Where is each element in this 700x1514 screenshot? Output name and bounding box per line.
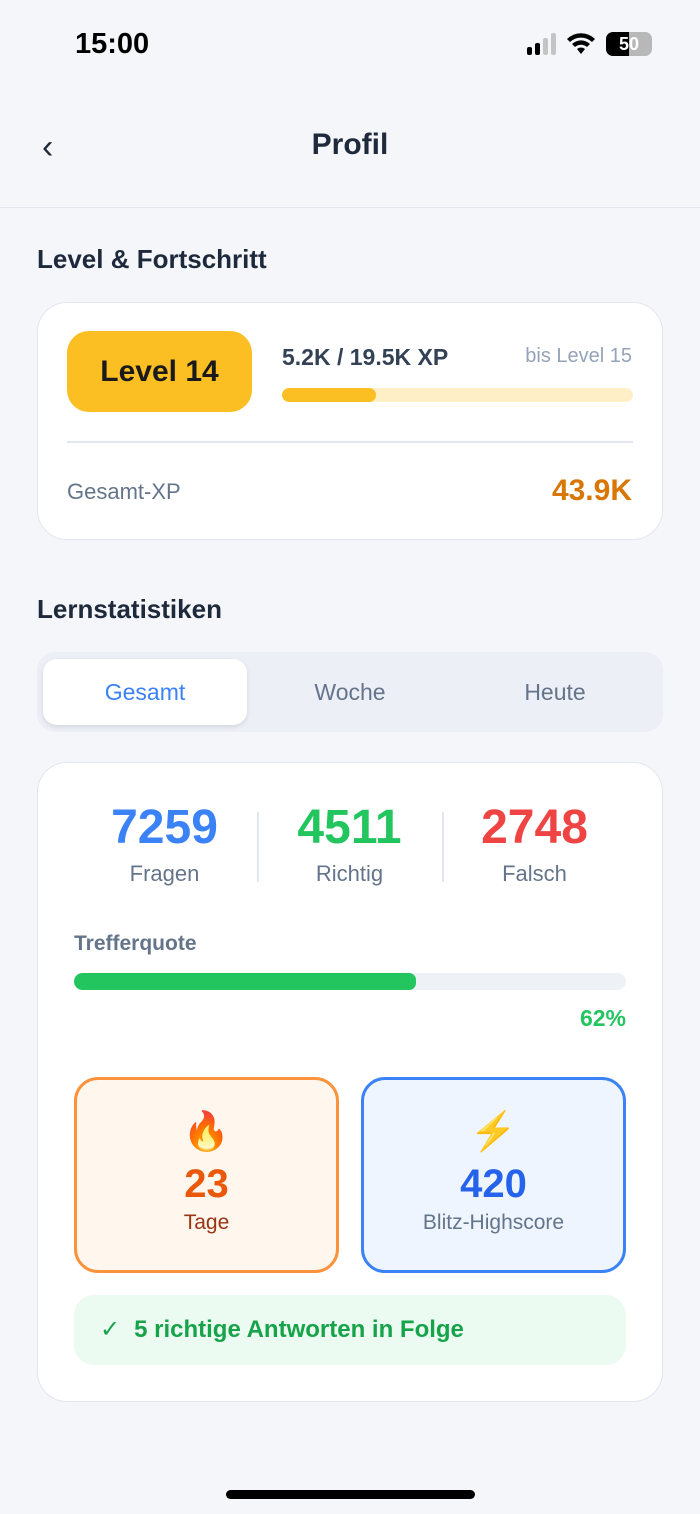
stat-questions: 7259 Fragen [72,800,257,887]
stat-value: 4511 [297,801,402,854]
stat-label: Richtig [315,861,384,886]
stat-wrong: 2748 Falsch [442,800,627,887]
stat-label: Fragen [129,861,200,886]
battery-icon: 50 [606,32,652,56]
streak-days-tile: 🔥 23 Tage [74,1077,339,1273]
blitz-highscore-value: 420 [460,1162,527,1206]
divider [67,441,633,443]
tab-gesamt[interactable]: Gesamt [43,659,247,725]
tab-heute[interactable]: Heute [524,679,586,705]
total-xp-value: 43.9K [551,474,632,507]
divider [257,812,259,882]
answer-streak-banner: ✓ 5 richtige Antworten in Folge [74,1295,626,1365]
status-icons: 50 [527,32,652,56]
nav-bar [0,90,700,208]
stat-value: 7259 [111,801,218,854]
hit-rate-fill [74,973,417,990]
section-stats-title: Lernstatistiken [37,594,222,624]
streak-days-value: 23 [184,1162,229,1206]
cellular-signal-icon [527,33,556,55]
xp-progress-text: 5.2K / 19.5K XP [282,344,449,370]
stat-correct: 4511 Richtig [257,800,442,887]
blitz-highscore-tile: ⚡ 420 Blitz-Highscore [361,1077,626,1273]
section-level-title: Level & Fortschritt [37,244,267,274]
xp-progress-bar [282,388,633,402]
stat-label: Falsch [502,861,567,886]
tab-woche[interactable]: Woche [314,679,386,705]
check-icon: ✓ [100,1316,121,1343]
hit-rate-bar [74,973,626,990]
stat-value: 2748 [481,801,588,854]
xp-progress-fill [282,388,376,402]
divider [442,812,444,882]
status-time: 15:00 [75,28,150,60]
fire-icon: 🔥 [182,1111,231,1153]
lightning-icon: ⚡ [469,1111,518,1153]
wifi-icon [567,33,595,54]
total-xp-label: Gesamt-XP [67,479,181,504]
home-indicator [226,1490,475,1499]
hit-rate-label: Trefferquote [74,932,197,955]
hit-rate-value: 62% [579,1005,626,1031]
back-button[interactable]: ‹ [42,128,54,166]
next-level-label: bis Level 15 [525,345,632,367]
level-badge: Level 14 [67,331,252,412]
page-title: Profil [311,128,389,161]
blitz-highscore-label: Blitz-Highscore [422,1211,565,1234]
period-tabs: Gesamt Woche Heute [37,652,663,732]
answer-streak-text: 5 richtige Antworten in Folge [134,1316,464,1343]
streak-days-label: Tage [183,1211,230,1234]
